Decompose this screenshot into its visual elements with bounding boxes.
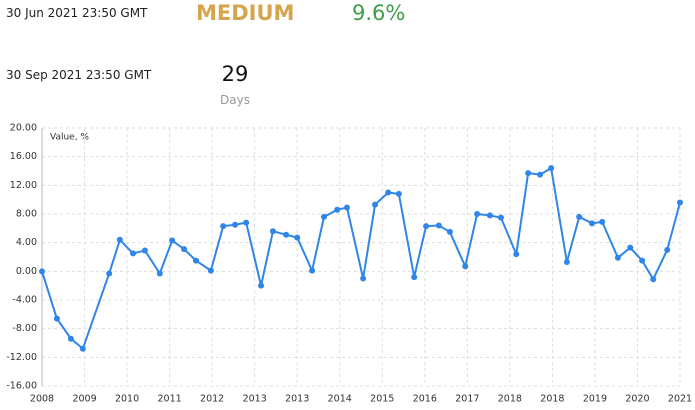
point [169, 237, 176, 244]
x-tick-label: 2018 [540, 394, 564, 405]
point [39, 268, 45, 275]
point [664, 246, 671, 253]
y-tick-label: 16.00 [10, 151, 37, 162]
x-tick-label: 2014 [328, 394, 352, 405]
point [548, 165, 555, 172]
point [232, 221, 239, 228]
point [181, 246, 188, 253]
start-date: 30 Jun 2021 23:50 GMT [6, 6, 148, 20]
point [411, 274, 418, 281]
point [258, 282, 265, 289]
end-date: 30 Sep 2021 23:50 GMT [6, 68, 152, 82]
y-tick-label: 8.00 [16, 209, 37, 220]
line [41, 166, 681, 351]
point [614, 254, 621, 261]
x-tick-label: 2016 [413, 394, 437, 405]
point [588, 220, 595, 227]
x-tick-label: 2018 [498, 394, 522, 405]
status: MEDIUM [196, 1, 295, 25]
point [79, 345, 86, 352]
x-tick-label: 2013 [285, 394, 309, 405]
x-tick-label: 2020 [625, 394, 649, 405]
point [67, 335, 74, 342]
point [360, 275, 367, 282]
point [294, 234, 301, 241]
point [423, 223, 430, 230]
point [627, 244, 634, 251]
point [220, 223, 227, 230]
point [446, 228, 453, 235]
point [486, 212, 493, 219]
point [283, 231, 290, 238]
point [525, 170, 532, 177]
y-tick-label: -4.00 [12, 295, 37, 306]
x-tick-label: 2012 [200, 394, 224, 405]
x-tick-label: 2019 [583, 394, 607, 405]
x-tick-label: 2010 [115, 394, 139, 405]
x-tick-label: 2021 [668, 394, 692, 405]
point [385, 189, 392, 196]
x-tick-label: 2008 [30, 394, 54, 405]
point [395, 190, 402, 197]
y-tick-label: 12.00 [10, 180, 37, 191]
point [116, 236, 123, 243]
x-tick-label: 2013 [243, 394, 267, 405]
days-count: 29 [221, 62, 249, 86]
point [677, 199, 683, 206]
point [269, 228, 276, 235]
point [192, 257, 199, 264]
point [537, 171, 544, 178]
point [497, 214, 504, 221]
point [320, 213, 327, 220]
point [513, 251, 520, 258]
point [343, 204, 350, 211]
y-tick-label: -16.00 [6, 381, 37, 392]
point [309, 267, 316, 274]
y-tick-label: 4.00 [16, 237, 37, 248]
x-tick-label: 2015 [370, 394, 394, 405]
point [141, 247, 148, 254]
point [243, 219, 250, 226]
change: 9.6% [352, 1, 406, 25]
point [334, 206, 341, 213]
point [130, 250, 137, 257]
point [599, 218, 606, 225]
y-tick-label: 20.00 [10, 123, 37, 134]
x-tick-label: 2017 [455, 394, 479, 405]
point [563, 259, 570, 266]
point [53, 315, 60, 322]
y-tick-label: 0.00 [16, 266, 37, 277]
days-label: Days [220, 93, 250, 107]
y-tick-label: -12.00 [6, 352, 37, 363]
point [650, 276, 657, 283]
point [372, 201, 379, 208]
point [207, 267, 214, 274]
y-axis-label: Value, % [50, 133, 89, 143]
point [106, 270, 113, 277]
x-tick-label: 2011 [158, 394, 182, 405]
x-tick-label: 2009 [72, 394, 96, 405]
point [156, 270, 163, 277]
point [576, 213, 583, 220]
point [462, 263, 469, 270]
point [639, 257, 646, 264]
point [474, 211, 481, 217]
point [435, 222, 442, 229]
y-tick-label: -8.00 [12, 323, 37, 334]
